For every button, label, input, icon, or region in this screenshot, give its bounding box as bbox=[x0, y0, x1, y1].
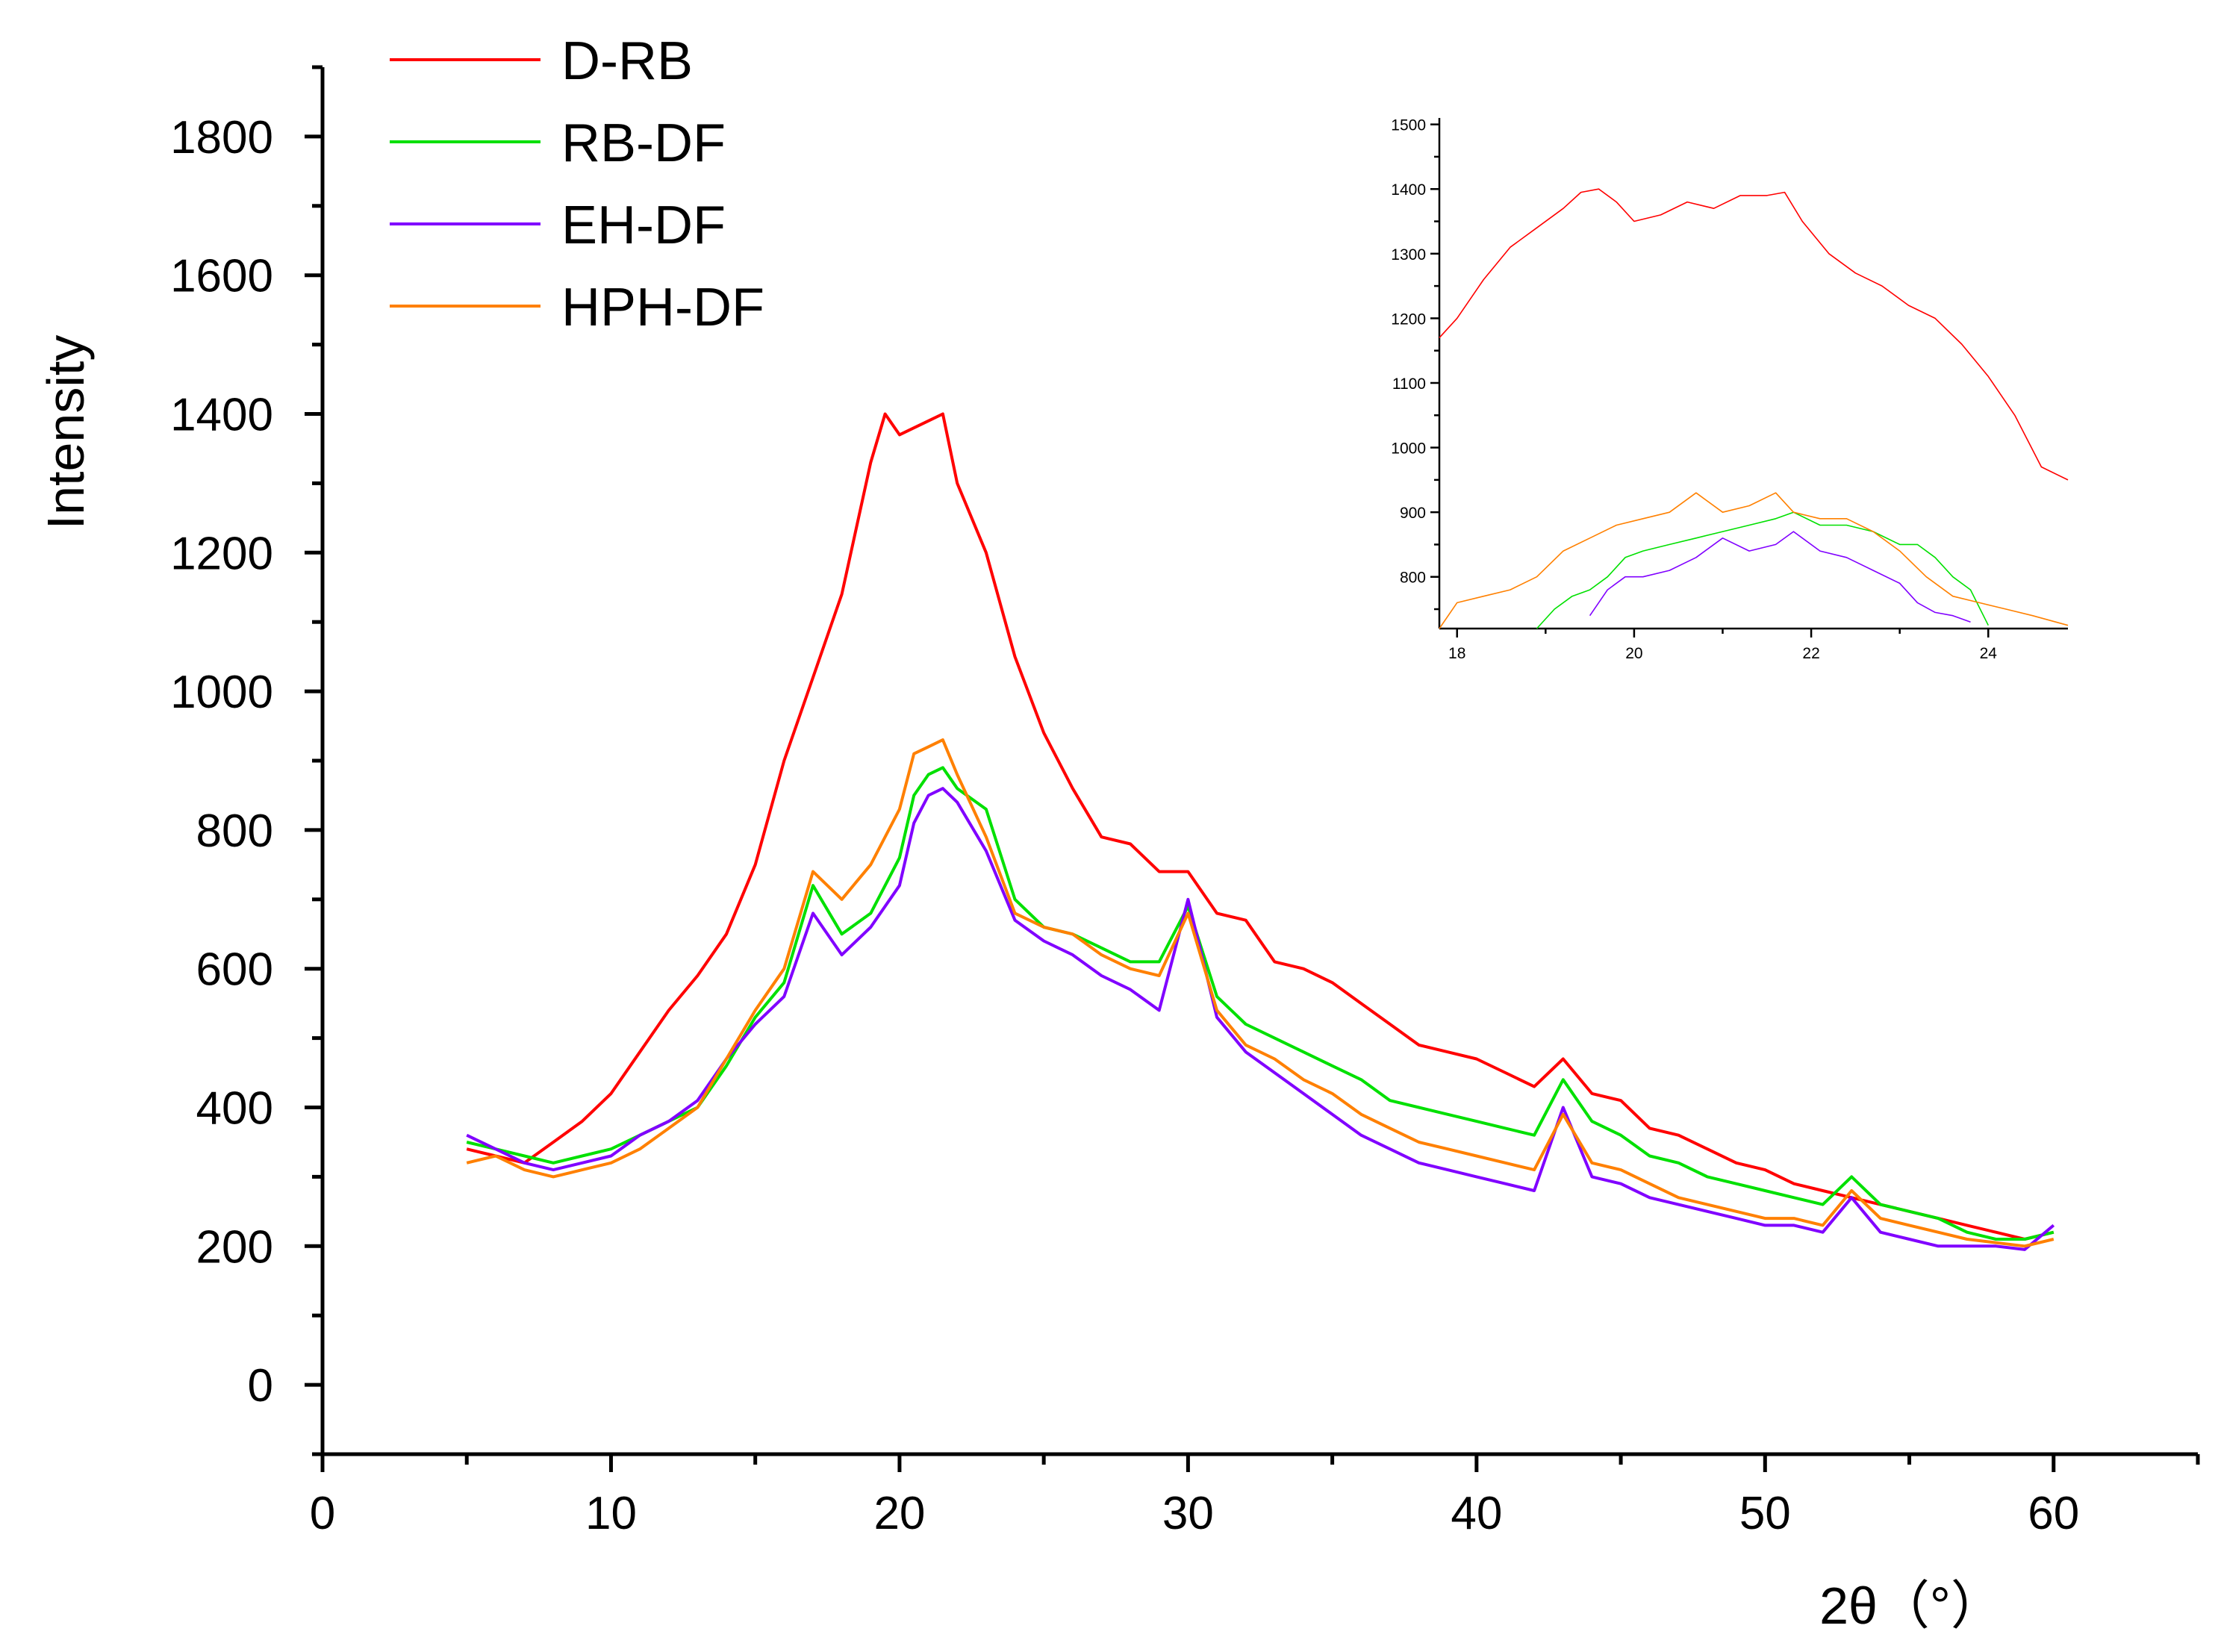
y-tick-label: 600 bbox=[196, 944, 273, 996]
series-line-rb-df bbox=[466, 766, 2055, 1241]
inset-y-tick-label: 1200 bbox=[1391, 311, 1426, 328]
main-plot: 0 200 400 600 800 1000 1200 1400 1600 1800 0 10 20 30… bbox=[37, 65, 2200, 1635]
inset-y-tick-label: 1000 bbox=[1391, 440, 1426, 458]
inset-y-tick-label: 900 bbox=[1400, 505, 1426, 522]
inset-x-tick-label: 20 bbox=[1625, 645, 1642, 662]
y-tick-label: 0 bbox=[248, 1360, 273, 1412]
inset-series-line-d-rb bbox=[1439, 188, 2069, 481]
y-tick-label: 200 bbox=[196, 1221, 273, 1273]
y-tick-label: 400 bbox=[196, 1083, 273, 1135]
y-tick-label: 1400 bbox=[170, 390, 273, 441]
inset-y-tick-label: 800 bbox=[1400, 570, 1426, 587]
y-axis-title: Intensity bbox=[37, 335, 95, 530]
legend-label-rb-df: RB-DF bbox=[561, 113, 726, 173]
x-tick-label: 50 bbox=[1739, 1488, 1791, 1539]
inset-series-line-eh-df bbox=[1589, 531, 1971, 623]
legend-label-d-rb: D-RB bbox=[561, 31, 693, 91]
legend-label-hph-df: HPH-DF bbox=[561, 278, 764, 337]
legend: D-RB RB-DF EH-DF HPH-DF bbox=[390, 31, 764, 337]
inset-plot: 800 900 1000 1100 1200 1300 1400 1500 18 20 22 24 bbox=[1391, 117, 2069, 662]
inset-y-tick-label: 1100 bbox=[1392, 375, 1426, 393]
x-tick-label: 0 bbox=[310, 1488, 335, 1539]
x-tick-label: 30 bbox=[1162, 1488, 1214, 1539]
series-line-eh-df bbox=[466, 787, 2055, 1251]
x-tick-label: 40 bbox=[1451, 1488, 1502, 1539]
y-tick-label: 1800 bbox=[170, 112, 273, 163]
x-tick-label: 20 bbox=[873, 1488, 925, 1539]
y-tick-label: 1200 bbox=[170, 528, 273, 579]
inset-y-tick-label: 1400 bbox=[1391, 181, 1426, 199]
inset-series-line-rb-df bbox=[1536, 511, 1990, 629]
x-tick-label: 60 bbox=[2028, 1488, 2079, 1539]
legend-label-eh-df: EH-DF bbox=[561, 196, 726, 255]
y-tick-label: 1600 bbox=[170, 251, 273, 302]
series-line-hph-df bbox=[466, 738, 2055, 1248]
inset-y-tick-label: 1500 bbox=[1391, 117, 1426, 134]
y-tick-label: 1000 bbox=[170, 667, 273, 718]
inset-series-line-hph-df bbox=[1439, 492, 2069, 629]
x-tick-label: 10 bbox=[585, 1488, 637, 1539]
y-tick-label: 800 bbox=[196, 805, 273, 857]
inset-x-tick-label: 18 bbox=[1448, 645, 1465, 662]
inset-y-tick-label: 1300 bbox=[1391, 246, 1426, 264]
x-axis-title: 2θ（°） bbox=[1819, 1577, 2003, 1635]
inset-x-tick-label: 22 bbox=[1802, 645, 1819, 662]
inset-x-tick-label: 24 bbox=[1980, 645, 1998, 662]
series-line-d-rb bbox=[466, 412, 2055, 1241]
